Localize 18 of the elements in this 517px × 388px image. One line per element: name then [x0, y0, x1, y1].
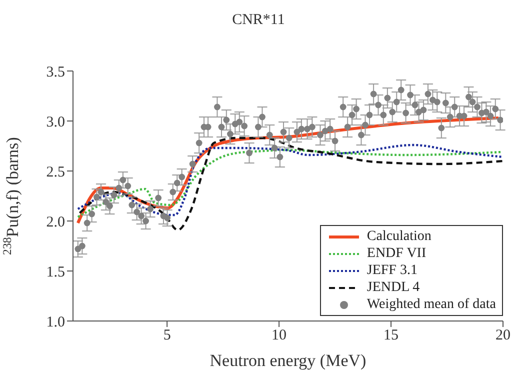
legend-label: Calculation [366, 228, 432, 244]
legend-label: JENDL 4 [366, 280, 420, 296]
legend-label: Weighted mean of data [366, 296, 496, 312]
legend-label: JEFF 3.1 [366, 262, 418, 278]
x-tick-label: 5 [163, 328, 171, 344]
y-tick-label: 1.0 [46, 314, 65, 330]
x-axis-title: Neutron energy (MeV) [210, 351, 366, 370]
x-tick-label: 20 [496, 328, 510, 344]
y-tick-label: 1.5 [46, 264, 65, 280]
line-series [78, 136, 503, 232]
chart-title: CNR*11 [231, 12, 286, 29]
x-tick-label: 15 [384, 328, 399, 344]
y-tick-label: 2.0 [46, 214, 65, 230]
y-tick-label: 2.5 [46, 164, 65, 180]
y-tick-label: 3.5 [46, 64, 65, 80]
legend-label: ENDF VII [366, 246, 426, 262]
y-tick-label: 3.0 [46, 114, 65, 130]
x-tick-label: 10 [272, 328, 287, 344]
